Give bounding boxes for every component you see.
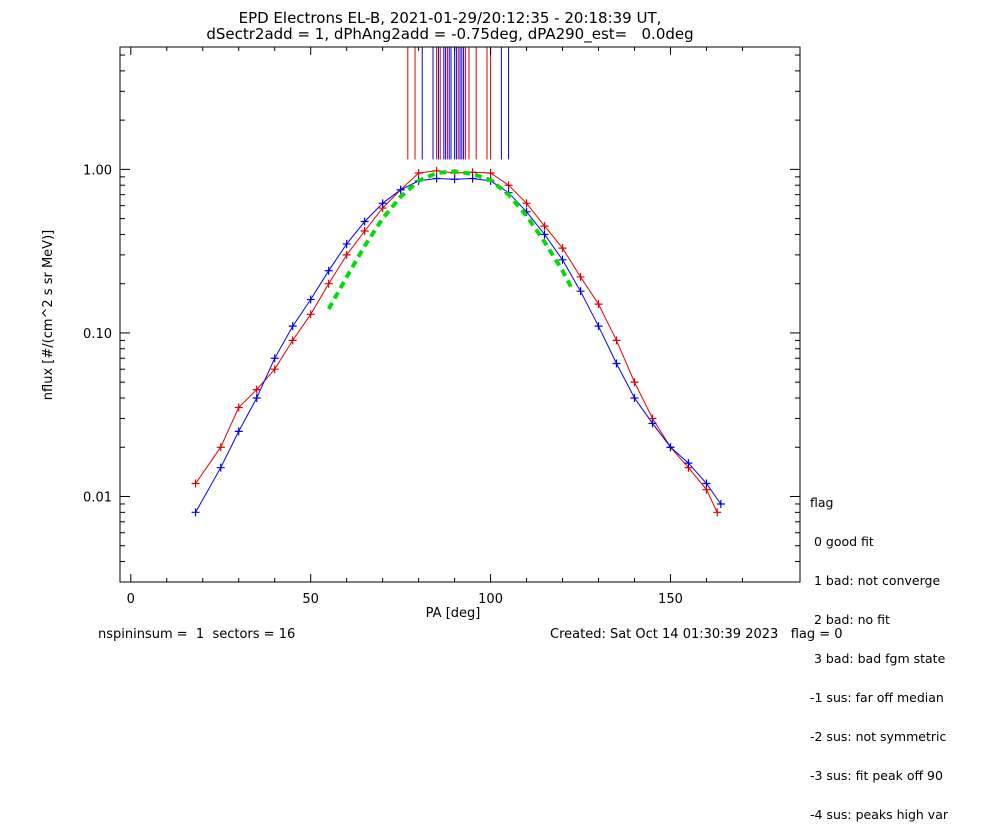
axis-ticks: 0 50 100 150 0.01 0.10 1.00 — [83, 47, 800, 607]
legend-title: flag — [810, 495, 834, 510]
footer-left: nspininsum = 1 sectors = 16 — [98, 627, 296, 642]
y-tick-label: 0.10 — [83, 327, 112, 342]
footer-right: Created: Sat Oct 14 01:30:39 2023 flag =… — [550, 627, 843, 642]
red-data-point — [360, 226, 369, 235]
blue-data-point — [342, 239, 351, 248]
red-data-point — [713, 508, 722, 517]
blue-data-point — [702, 479, 711, 488]
blue-data-point — [288, 322, 297, 331]
red-data-point — [486, 169, 495, 178]
red-data-point — [630, 378, 639, 387]
red-data-point — [558, 244, 567, 253]
red-data-point — [414, 169, 423, 178]
blue-data-point — [270, 354, 279, 363]
chart-title-line2: dSectr2add = 1, dPhAng2add = -0.75deg, d… — [206, 25, 694, 43]
red-data-point — [191, 479, 200, 488]
blue-data-point — [450, 175, 459, 184]
blue-data-point — [576, 287, 585, 296]
x-axis-label: PA [deg] — [426, 606, 481, 621]
red-data-point — [324, 279, 333, 288]
pitch-angle-chart: 0 50 100 150 0.01 0.10 1.00 PA [deg] nflux [#/… — [41, 46, 801, 621]
y-tick-label: 1.00 — [83, 163, 112, 178]
red-series-line — [195, 170, 718, 513]
legend-item: 2 bad: no fit — [810, 612, 890, 627]
blue-data-point — [666, 443, 675, 452]
vertical-lines — [407, 47, 510, 160]
x-tick-label: 150 — [658, 592, 683, 607]
blue-data-point — [378, 199, 387, 208]
red-data-point — [540, 222, 549, 231]
legend-item: -1 sus: far off median — [810, 690, 944, 705]
blue-data-point — [612, 359, 621, 368]
red-data-point — [252, 385, 261, 394]
y-tick-label: 0.01 — [83, 490, 112, 505]
legend-item: -4 sus: peaks high var — [810, 807, 949, 822]
red-data-point — [504, 181, 513, 190]
red-data-point — [612, 336, 621, 345]
blue-data-point — [648, 419, 657, 428]
blue-data-point — [324, 266, 333, 275]
fit-curve-line — [326, 169, 576, 310]
red-data-point — [522, 199, 531, 208]
blue-data-point — [540, 230, 549, 239]
blue-data-point — [216, 463, 225, 472]
x-tick-label: 0 — [127, 592, 135, 607]
red-data-point — [576, 272, 585, 281]
red-data-point — [306, 310, 315, 319]
red-data-point — [216, 443, 225, 452]
x-tick-label: 100 — [478, 592, 503, 607]
fit-curve — [326, 169, 576, 310]
legend-item: 3 bad: bad fgm state — [810, 651, 946, 666]
blue-data-point — [630, 394, 639, 403]
blue-series-line — [195, 177, 722, 513]
plot-frame — [119, 46, 801, 583]
legend-item: -3 sus: fit peak off 90 — [810, 768, 943, 783]
legend-item: 0 good fit — [810, 534, 874, 549]
red-data-point — [288, 336, 297, 345]
y-axis-label: nflux [#/(cm^2 s sr MeV)] — [41, 230, 56, 400]
blue-data-point — [716, 499, 725, 508]
series-points — [191, 166, 725, 517]
blue-data-point — [306, 295, 315, 304]
red-data-point — [342, 250, 351, 259]
blue-data-point — [252, 394, 261, 403]
blue-data-point — [396, 185, 405, 194]
blue-data-point — [684, 459, 693, 468]
blue-data-point — [558, 255, 567, 264]
flag-legend: flag 0 good fit 1 bad: not converge 2 ba… — [810, 470, 948, 834]
red-data-point — [594, 300, 603, 309]
x-tick-label: 50 — [302, 592, 319, 607]
blue-data-point — [432, 174, 441, 183]
legend-item: 1 bad: not converge — [810, 573, 941, 588]
blue-data-point — [360, 217, 369, 226]
series-lines — [195, 170, 722, 513]
chart-title-line1: EPD Electrons EL-B, 2021-01-29/20:12:35 … — [238, 9, 662, 27]
blue-data-point — [234, 427, 243, 436]
legend-item: -2 sus: not symmetric — [810, 729, 947, 744]
blue-data-point — [468, 174, 477, 183]
red-data-point — [234, 403, 243, 412]
red-data-point — [270, 365, 279, 374]
blue-data-point — [191, 508, 200, 517]
blue-data-point — [594, 322, 603, 331]
